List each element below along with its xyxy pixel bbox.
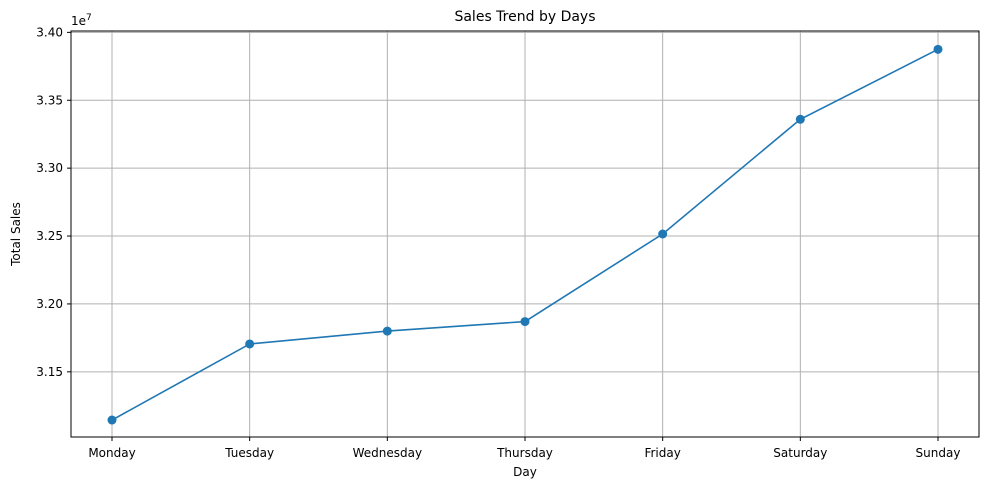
x-tick-label: Sunday xyxy=(916,446,961,460)
x-tick-label: Saturday xyxy=(773,446,827,460)
y-tick-label: 3.35 xyxy=(36,93,63,107)
y-tick-label: 3.30 xyxy=(36,161,63,175)
data-point xyxy=(795,114,805,124)
y-axis-label: Total Sales xyxy=(9,202,23,267)
x-tick-label: Monday xyxy=(88,446,135,460)
data-point xyxy=(382,326,392,336)
ticks: Monday Tuesday Wednesday Thursday Friday Satu… xyxy=(36,25,960,460)
y-tick-label: 3.15 xyxy=(36,365,63,379)
series-layer xyxy=(107,44,943,425)
y-axis-offset-label: 1e7 xyxy=(71,13,92,28)
y-tick-label: 3.25 xyxy=(36,229,63,243)
x-tick-label: Thursday xyxy=(496,446,553,460)
data-point xyxy=(245,339,255,349)
chart-title: Sales Trend by Days xyxy=(454,9,595,25)
data-point xyxy=(107,415,117,425)
x-tick-label: Friday xyxy=(644,446,680,460)
data-point xyxy=(933,44,943,54)
x-tick-label: Wednesday xyxy=(353,446,422,460)
y-tick-label: 3.40 xyxy=(36,25,63,39)
x-tick-label: Tuesday xyxy=(224,446,274,460)
x-axis-label: Day xyxy=(513,465,537,479)
data-point xyxy=(658,229,668,239)
y-tick-label: 3.20 xyxy=(36,297,63,311)
data-point xyxy=(520,317,530,327)
